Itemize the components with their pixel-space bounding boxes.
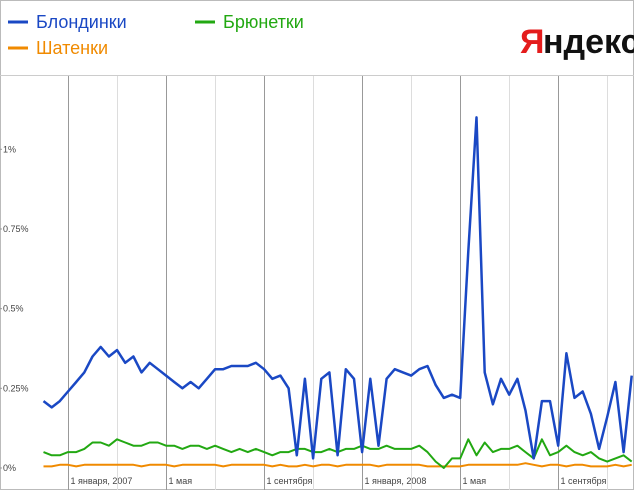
y-tick-label: 1% (3, 144, 16, 154)
legend-label: Блондинки (36, 12, 127, 32)
legend-label: Шатенки (36, 38, 108, 58)
y-tick-label: 0.25% (3, 383, 29, 393)
legend-label: Брюнетки (223, 12, 304, 32)
legend: Блондинки Брюнетки Шатенки (8, 12, 304, 58)
logo-accent: Я (520, 23, 544, 61)
x-tick-label: 1 мая (169, 476, 193, 486)
series-line (43, 462, 632, 468)
logo-text: ндекс (543, 23, 634, 61)
y-tick-label: 0.75% (3, 224, 29, 234)
y-tick-label: 0.5% (3, 304, 24, 314)
series-line (42, 116, 633, 460)
x-tick-label: 1 сентября (561, 476, 607, 486)
plot (42, 116, 633, 469)
x-tick-label: 1 января, 2008 (365, 476, 427, 486)
y-tick-label: 0% (3, 463, 16, 473)
x-tick-label: 1 мая (463, 476, 487, 486)
x-tick-label: 1 сентября (267, 476, 313, 486)
grid: 1 января, 2007 1 мая 1 сентября 1 января, 2… (0, 76, 608, 490)
x-tick-label: 1 января, 2007 (71, 476, 133, 486)
